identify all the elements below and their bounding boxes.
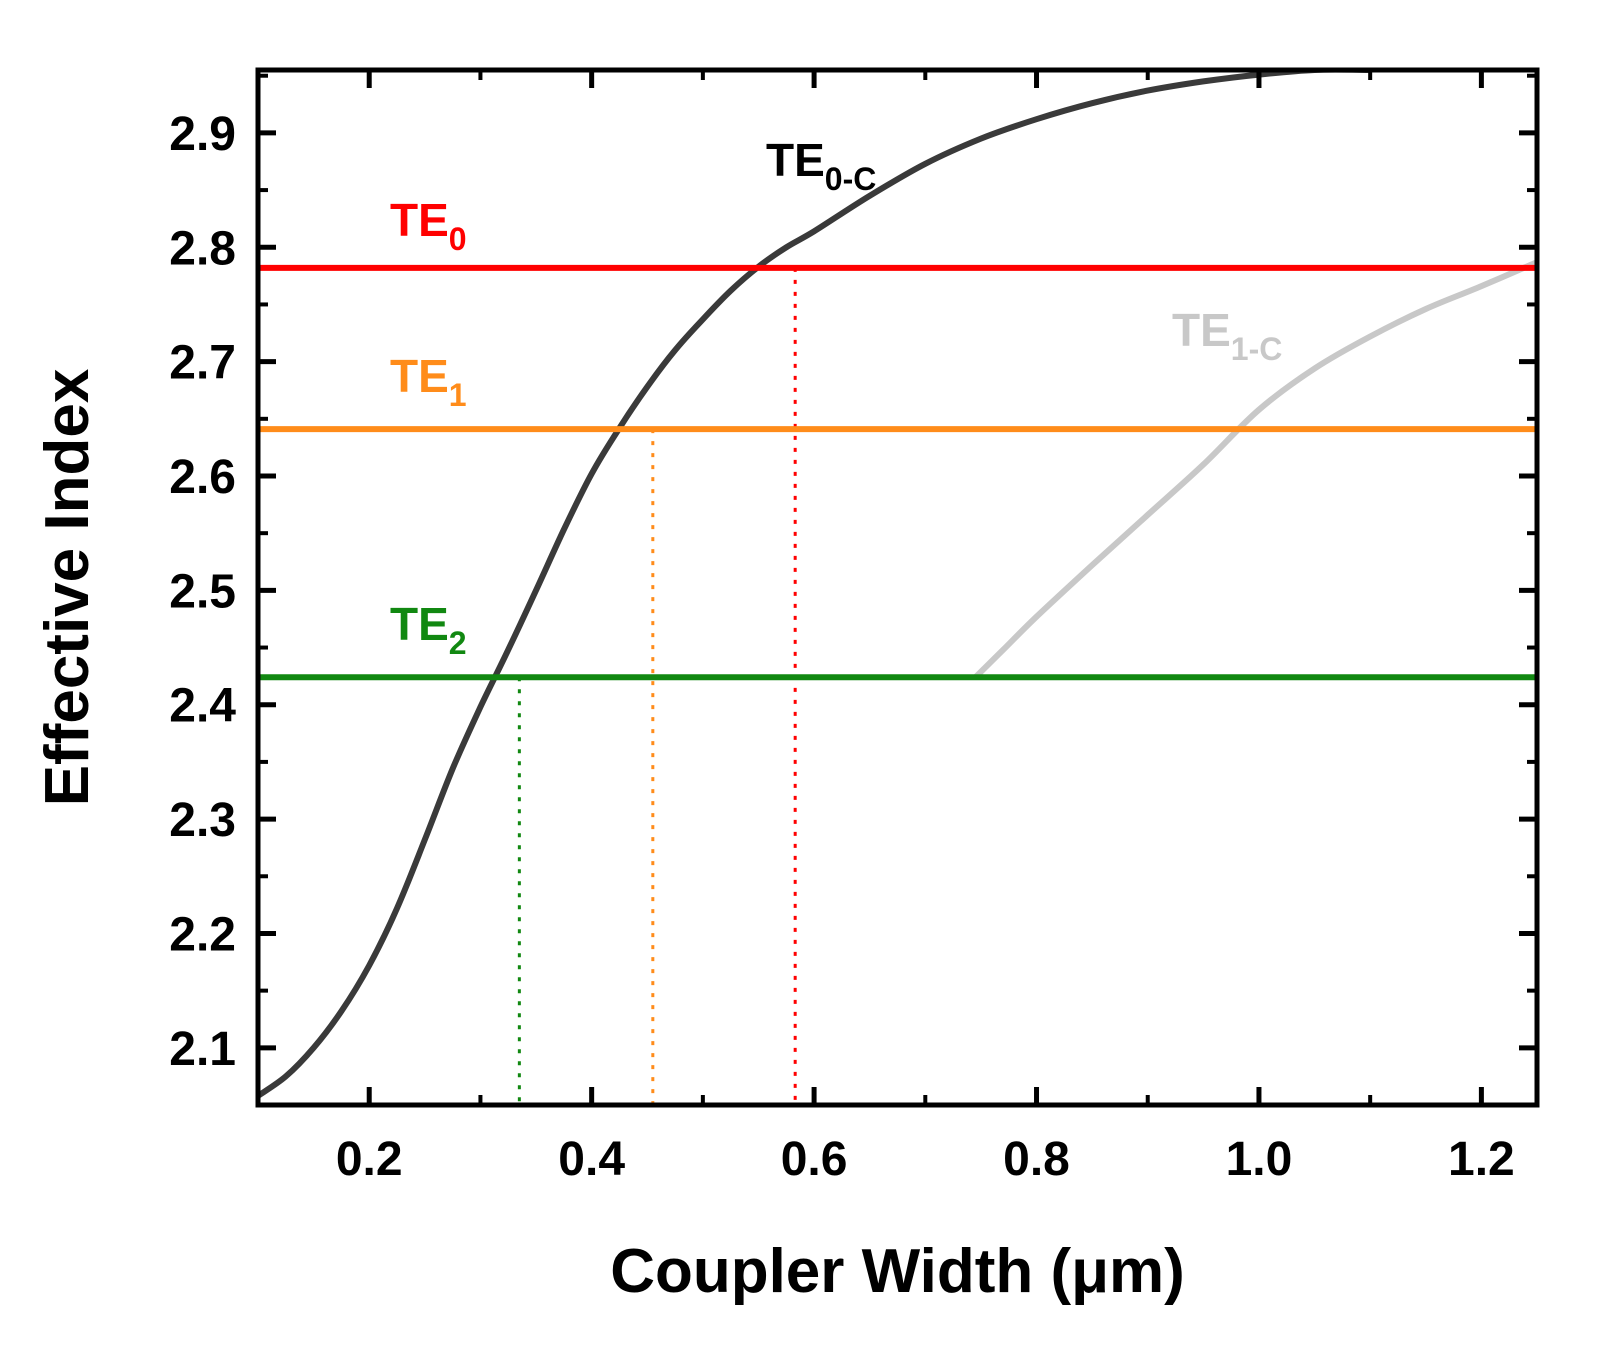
plot-frame: [255, 67, 1540, 1108]
x-tick-label: 0.8: [1003, 1133, 1070, 1186]
plot-marks: [258, 70, 1537, 1105]
y-tick-label: 2.4: [169, 680, 236, 733]
label-te1-sub: 1: [449, 377, 467, 413]
y-tick-label: 2.6: [169, 451, 236, 504]
label-te0c: TE0-C: [766, 134, 876, 197]
label-te0-sub: 0: [449, 221, 467, 257]
label-te2: TE2: [390, 598, 467, 661]
y-axis-title: Effective Index: [33, 368, 102, 806]
y-tick-label: 2.2: [169, 908, 236, 961]
y-tick-label: 2.9: [169, 108, 236, 161]
axis-ticks: 0.2 0.4 0.6 0.8 1.0 1.2 2.1 2.2 2.3 2.4 2.5 2.6 2.7 2…: [169, 70, 1537, 1186]
y-tick-label: 2.3: [169, 794, 236, 847]
y-tick-label: 2.1: [169, 1023, 236, 1076]
y-tick-label: 2.8: [169, 222, 236, 275]
label-te0: TE0: [390, 194, 467, 257]
label-te1-main: TE: [390, 350, 449, 402]
series-te0c-line: [258, 70, 1371, 1099]
label-te1c-main: TE: [1172, 304, 1231, 356]
x-axis-title: Coupler Width (μm): [610, 1237, 1185, 1306]
label-te0c-main: TE: [766, 134, 825, 186]
label-te0-main: TE: [390, 194, 449, 246]
series-te1c-line: [973, 259, 1537, 680]
x-tick-label: 1.0: [1226, 1133, 1293, 1186]
label-te0c-sub: 0-C: [825, 161, 877, 197]
label-te1: TE1: [390, 350, 467, 413]
x-tick-label: 0.6: [781, 1133, 848, 1186]
x-tick-label: 1.2: [1448, 1133, 1515, 1186]
x-tick-label: 0.4: [558, 1133, 625, 1186]
label-te1c: TE1-C: [1172, 304, 1282, 367]
y-tick-label: 2.7: [169, 337, 236, 390]
label-te1c-sub: 1-C: [1231, 331, 1283, 367]
x-tick-label: 0.2: [336, 1133, 403, 1186]
label-te2-main: TE: [390, 598, 449, 650]
y-tick-label: 2.5: [169, 565, 236, 618]
label-te2-sub: 2: [449, 625, 467, 661]
